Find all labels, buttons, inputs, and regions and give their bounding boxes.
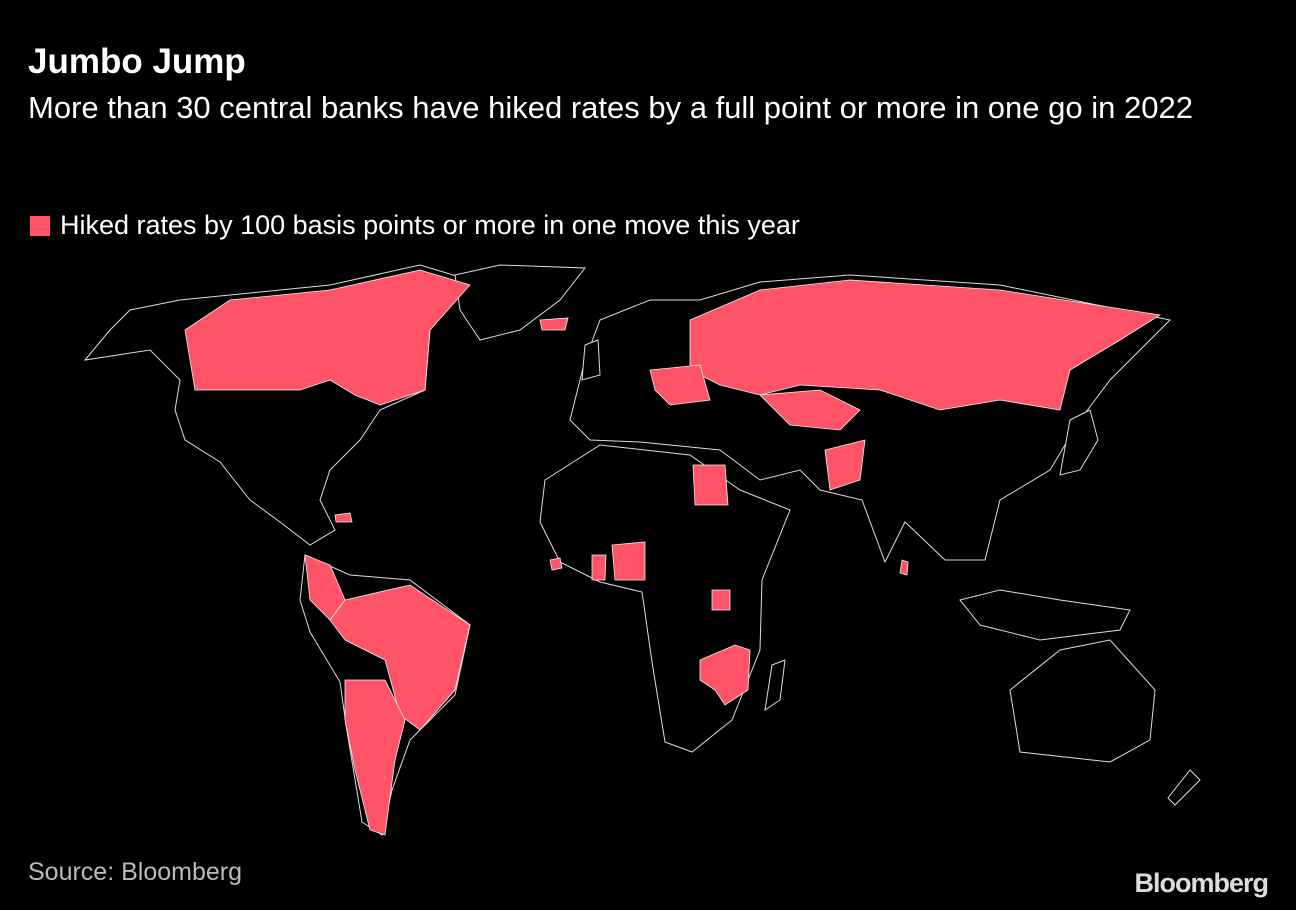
- russia: [689, 279, 1162, 411]
- indonesia: [959, 589, 1131, 641]
- brand-logo: Bloomberg: [1134, 868, 1269, 898]
- uganda: [711, 589, 731, 611]
- sri-lanka: [899, 559, 909, 576]
- eastern-europe: [649, 364, 711, 406]
- sierra-leone: [549, 557, 563, 571]
- ghana: [591, 554, 607, 581]
- argentina-chile: [344, 679, 406, 836]
- iceland: [539, 317, 569, 331]
- new-zealand: [1167, 769, 1201, 806]
- kazakhstan: [759, 389, 861, 431]
- africa: [539, 444, 791, 753]
- source: Source: Bloomberg: [28, 858, 243, 886]
- uk: [581, 339, 601, 381]
- nigeria: [611, 541, 646, 581]
- canada: [184, 269, 471, 406]
- brazil: [329, 584, 471, 731]
- title: Jumbo Jump: [28, 42, 246, 81]
- legend: Hiked rates by 100 basis points or more …: [30, 210, 800, 241]
- australia: [1009, 639, 1156, 763]
- greenland: [454, 264, 586, 341]
- dominican-republic: [334, 512, 353, 523]
- southern-africa: [699, 644, 751, 706]
- highlighted-countries: [184, 269, 1162, 836]
- subtitle: More than 30 central banks have hiked ra…: [28, 90, 1193, 125]
- madagascar: [764, 659, 786, 712]
- legend-swatch: [30, 215, 50, 236]
- legend-label: Hiked rates by 100 basis points or more …: [60, 210, 800, 240]
- japan: [1059, 409, 1099, 476]
- egypt: [692, 464, 729, 506]
- pakistan: [824, 439, 866, 491]
